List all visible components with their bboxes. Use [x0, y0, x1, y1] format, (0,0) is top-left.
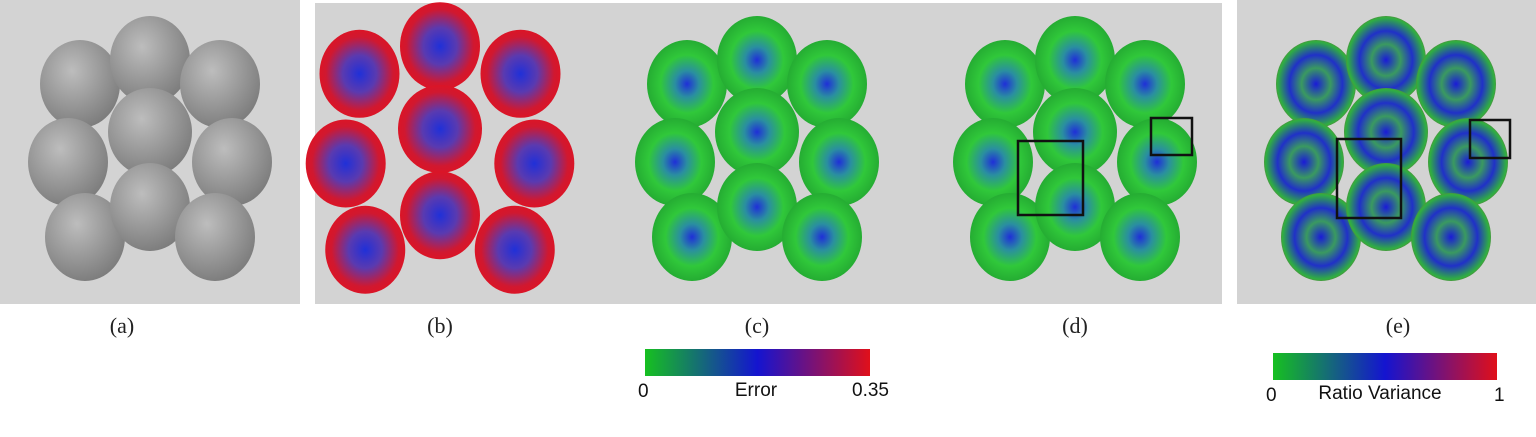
surface-lobe — [400, 2, 480, 91]
highlight-box — [1468, 118, 1512, 160]
surface-lobe — [1105, 40, 1185, 128]
surface-lobe — [110, 163, 190, 251]
colorbar-min: 0 — [638, 381, 649, 402]
surface-lobe — [1411, 193, 1491, 281]
surface-lobe — [110, 16, 190, 104]
surface-lobe — [40, 40, 120, 128]
surface-lobe — [319, 29, 400, 118]
panel-label: (a) — [110, 313, 134, 338]
colorbar — [645, 349, 870, 376]
surface-lobe — [953, 118, 1033, 206]
surface-lobe — [717, 163, 797, 251]
surface-lobe — [647, 40, 727, 128]
surface-lobe — [715, 88, 799, 176]
panel-label: (d) — [1062, 313, 1088, 338]
surface-lobe — [474, 205, 555, 294]
surface-lobe — [192, 118, 272, 206]
panel-label: (e) — [1386, 313, 1410, 338]
surface-lobe — [1035, 163, 1115, 251]
surface-lobe — [1416, 40, 1496, 128]
surface-lobe — [1276, 40, 1356, 128]
surface-lobe — [1428, 118, 1508, 206]
surface-lobe — [1033, 88, 1117, 176]
surface-lobe — [799, 118, 879, 206]
surface-lobe — [965, 40, 1045, 128]
surface-lobe — [1281, 193, 1361, 281]
surface-lobe — [635, 118, 715, 206]
surface-lobe — [1346, 16, 1426, 104]
surface-lobe — [1344, 88, 1428, 176]
surface-lobe — [325, 205, 406, 294]
surfaces — [28, 2, 1508, 294]
surface-lobe — [108, 88, 192, 176]
highlight-box — [1016, 139, 1085, 217]
surface-lobe — [400, 171, 480, 260]
surface-lobe — [652, 193, 732, 281]
colorbar-min: 0 — [1266, 385, 1277, 406]
surface-lobe — [494, 119, 575, 208]
surface-lobe — [305, 119, 386, 208]
surface-lobe — [1264, 118, 1344, 206]
surface-lobe — [1035, 16, 1115, 104]
colorbar-title: Ratio Variance — [1318, 383, 1441, 404]
surface-lobe — [480, 29, 561, 118]
surface-lobe — [398, 85, 482, 173]
surface-lobe — [1100, 193, 1180, 281]
colorbar-title: Error — [735, 380, 778, 401]
surface-lobe — [175, 193, 255, 281]
panel-label: (b) — [427, 313, 453, 338]
surface-lobe — [1117, 118, 1197, 206]
highlight-box — [1149, 116, 1194, 157]
panel-label: (c) — [745, 313, 769, 338]
highlight-box — [1335, 137, 1403, 220]
surface-lobe — [782, 193, 862, 281]
surface-lobe — [28, 118, 108, 206]
surface-lobe — [787, 40, 867, 128]
surface-lobe — [45, 193, 125, 281]
colorbar-max: 0.35 — [852, 380, 889, 401]
surface-lobe — [717, 16, 797, 104]
surface-lobe — [1346, 163, 1426, 251]
surface-lobe — [180, 40, 260, 128]
colorbar-max: 1 — [1494, 385, 1505, 406]
colorbar — [1273, 353, 1497, 380]
